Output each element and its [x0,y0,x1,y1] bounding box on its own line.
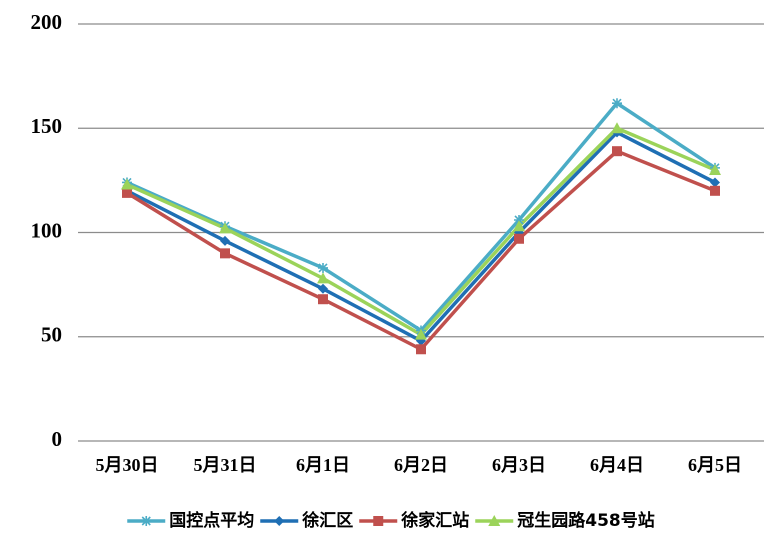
marker [710,185,720,196]
marker [416,344,426,355]
marker [122,187,132,198]
marker [318,294,328,305]
marker [219,222,231,234]
marker [611,122,623,134]
marker [274,516,285,526]
legend-label: 冠生园路458号站 [517,510,655,531]
marker [121,178,133,190]
marker [709,163,721,175]
y-tick-label: 100 [31,218,63,242]
legend-label: 徐家汇站 [400,510,469,531]
x-tick-label: 6月3日 [492,455,546,475]
marker [514,233,524,244]
x-tick-label: 6月2日 [394,455,448,475]
marker [318,283,328,294]
marker [710,177,720,188]
y-tick-label: 50 [41,323,62,347]
marker [318,262,328,273]
legend: 国控点平均 徐汇区 徐家汇站 冠生园路458号站 [127,510,655,531]
x-tick-label: 6月4日 [590,455,644,475]
marker [141,516,152,526]
series-line [126,126,716,337]
marker [220,235,230,246]
legend-label: 国控点平均 [169,510,254,531]
marker [317,272,329,284]
x-tick-label: 5月30日 [96,455,159,475]
marker [220,248,230,259]
marker [612,146,622,157]
marker [415,328,427,340]
series-line [126,130,716,344]
marker [373,516,384,526]
marker [488,515,501,526]
y-tick-label: 200 [31,10,63,34]
y-tick-label: 0 [52,427,63,451]
legend-label: 徐汇区 [301,510,353,531]
x-tick-label: 5月31日 [194,455,257,475]
x-tick-label: 6月5日 [688,455,742,475]
series-line [126,149,716,352]
y-tick-label: 150 [31,114,63,138]
marker [612,98,622,109]
marker [513,220,525,232]
x-tick-label: 6月1日 [296,455,350,475]
marker [514,214,524,225]
